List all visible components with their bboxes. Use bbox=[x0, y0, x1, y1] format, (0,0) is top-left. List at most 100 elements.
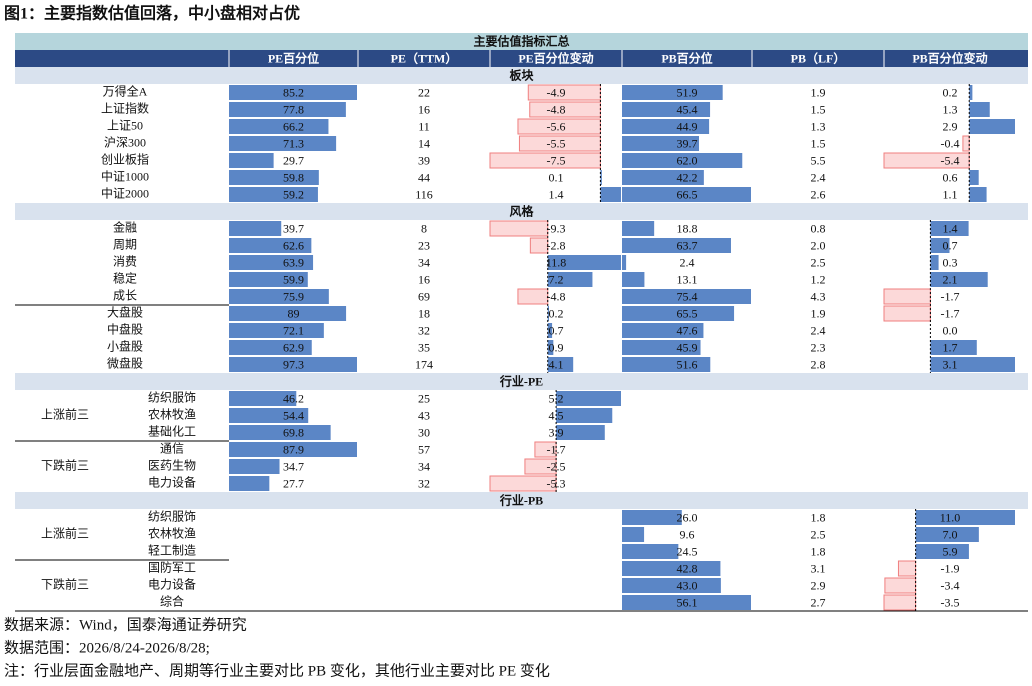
cell-value: 2.0 bbox=[811, 238, 826, 252]
data-bar bbox=[517, 118, 601, 135]
cell-value: 34 bbox=[418, 255, 430, 269]
data-bar bbox=[229, 476, 270, 491]
section-band bbox=[15, 492, 1028, 509]
data-bar bbox=[622, 153, 743, 168]
data-bar bbox=[547, 306, 549, 321]
cell-value: 65.5 bbox=[677, 306, 698, 320]
data-bar bbox=[883, 594, 917, 611]
data-bar bbox=[622, 221, 655, 236]
cell-value: 1.8 bbox=[811, 510, 826, 524]
header-title: 主要估值指标汇总 bbox=[473, 33, 569, 48]
row-label: 农林牧渔 bbox=[148, 526, 196, 540]
cell-value: -3.4 bbox=[941, 578, 960, 592]
cell-value: 39.7 bbox=[677, 136, 698, 150]
data-bar bbox=[883, 305, 931, 322]
row-label: 中盘股 bbox=[107, 321, 143, 336]
cell-value: 46.2 bbox=[283, 391, 304, 405]
section-band bbox=[15, 373, 1028, 390]
data-bar bbox=[622, 119, 710, 134]
cell-value: 1.9 bbox=[811, 306, 826, 320]
group-label: 上涨前三 bbox=[41, 406, 89, 421]
cell-value: 7.2 bbox=[549, 272, 564, 286]
row-label: 基础化工 bbox=[148, 424, 196, 438]
data-bar bbox=[930, 340, 977, 355]
cell-value: 2.5 bbox=[811, 255, 826, 269]
note: 注：行业层面金融地产、周期等行业主要对比 PB 变化，其他行业主要对比 PE 变… bbox=[4, 661, 550, 679]
cell-value: -0.4 bbox=[941, 136, 960, 150]
data-bar bbox=[489, 152, 601, 169]
row-label: 沪深300 bbox=[104, 135, 146, 149]
cell-value: 43 bbox=[418, 408, 430, 422]
cell-value: 89 bbox=[288, 306, 300, 320]
column-header: PE百分位变动 bbox=[518, 50, 593, 65]
row-label: 成长 bbox=[113, 288, 137, 302]
row-label: 稳定 bbox=[113, 270, 137, 285]
cell-value: 62.6 bbox=[283, 238, 304, 252]
column-header-band bbox=[15, 50, 1028, 67]
cell-value: 34 bbox=[418, 459, 430, 473]
data-bar bbox=[897, 560, 917, 577]
row-label: 电力设备 bbox=[148, 577, 196, 591]
data-bar bbox=[930, 238, 950, 253]
cell-value: 0.3 bbox=[943, 255, 958, 269]
cell-value: 85.2 bbox=[283, 85, 304, 99]
cell-value: 0.9 bbox=[549, 340, 564, 354]
cell-value: 1.3 bbox=[943, 102, 958, 116]
row-label: 大盘股 bbox=[107, 304, 143, 319]
section-title: 风格 bbox=[509, 203, 534, 218]
data-bar bbox=[622, 102, 711, 117]
data-bar bbox=[600, 187, 621, 202]
cell-value: 56.1 bbox=[677, 595, 698, 609]
cell-value: -5.6 bbox=[547, 119, 566, 133]
cell-value: 42.8 bbox=[677, 561, 698, 575]
data-bar bbox=[915, 510, 1015, 525]
data-bar bbox=[930, 255, 939, 270]
cell-value: 54.4 bbox=[283, 408, 304, 422]
data-bar bbox=[622, 187, 751, 202]
section-title: 行业-PB bbox=[499, 492, 543, 507]
data-bar bbox=[229, 170, 319, 185]
section-band bbox=[15, 67, 1028, 84]
data-bar bbox=[229, 238, 312, 253]
row-label: 中证1000 bbox=[101, 168, 149, 183]
cell-value: -1.7 bbox=[941, 306, 960, 320]
section-title: 板块 bbox=[509, 67, 534, 82]
cell-value: 45.9 bbox=[677, 340, 698, 354]
data-bar bbox=[915, 544, 969, 559]
data-bar bbox=[229, 340, 312, 355]
cell-value: -7.5 bbox=[547, 153, 566, 167]
cell-value: 116 bbox=[415, 187, 433, 201]
cell-value: 0.8 bbox=[811, 221, 826, 235]
column-header: PB百分位 bbox=[661, 50, 712, 65]
cell-value: 1.4 bbox=[943, 221, 958, 235]
data-bar bbox=[547, 255, 621, 270]
cell-value: 43.0 bbox=[677, 578, 698, 592]
data-bar bbox=[229, 306, 347, 321]
data-bar bbox=[489, 220, 549, 237]
cell-value: -1.9 bbox=[941, 561, 960, 575]
cell-value: 2.1 bbox=[943, 272, 958, 286]
cell-value: -5.5 bbox=[547, 136, 566, 150]
cell-value: 75.4 bbox=[677, 289, 698, 303]
cell-value: -1.7 bbox=[547, 442, 566, 456]
data-bar bbox=[622, 510, 682, 525]
row-label: 万得全A bbox=[103, 83, 148, 98]
data-bar bbox=[622, 255, 627, 270]
data-bar bbox=[622, 561, 721, 576]
cell-value: 4.3 bbox=[811, 289, 826, 303]
row-label: 电力设备 bbox=[148, 475, 196, 489]
cell-value: -9.3 bbox=[547, 221, 566, 235]
cell-value: 0.7 bbox=[549, 323, 564, 337]
data-bar bbox=[556, 425, 605, 440]
data-bar bbox=[622, 136, 700, 151]
data-bar bbox=[930, 221, 969, 236]
row-label: 综合 bbox=[160, 593, 184, 608]
note: 数据范围：2026/8/24-2026/8/28; bbox=[4, 639, 210, 656]
cell-value: 32 bbox=[418, 476, 430, 490]
data-bar bbox=[229, 102, 346, 117]
data-bar bbox=[229, 357, 357, 372]
data-bar bbox=[969, 187, 987, 202]
cell-value: -3.5 bbox=[941, 595, 960, 609]
cell-value: 0.6 bbox=[943, 170, 958, 184]
data-bar bbox=[622, 272, 645, 287]
